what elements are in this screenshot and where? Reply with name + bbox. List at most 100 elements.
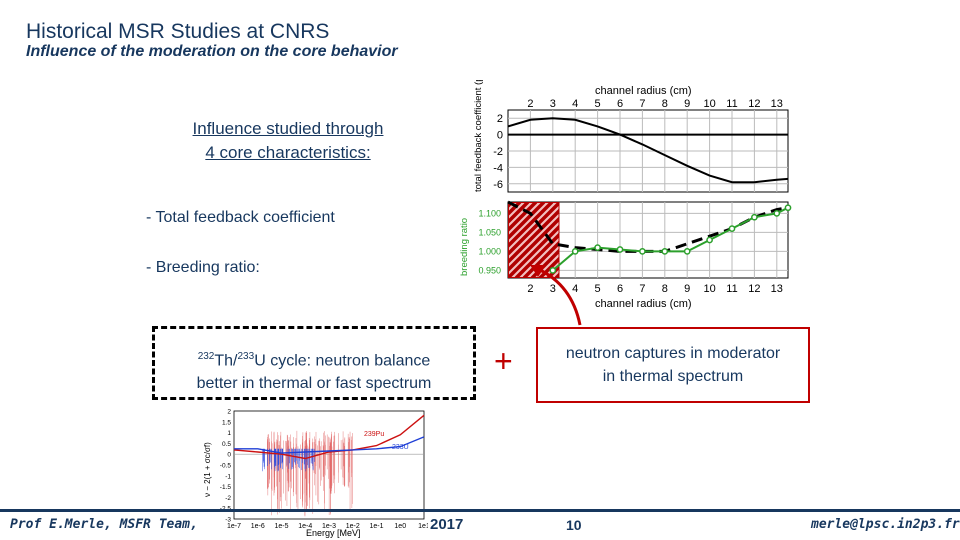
breeding-point xyxy=(571,248,579,255)
cross-section-y-tick: -0.5 xyxy=(220,463,232,470)
bottom-x-axis-label: channel radius (cm) xyxy=(595,298,692,310)
thorium-cycle-line-2: better in thermal or fast spectrum xyxy=(196,375,432,393)
moderator-line-2: in thermal spectrum xyxy=(602,368,744,385)
feedback-y-tick: 2 xyxy=(497,113,503,125)
feedback-y-tick: -4 xyxy=(493,162,503,174)
feedback-grid xyxy=(507,109,789,193)
cross-section-y-tick: 1.5 xyxy=(222,419,231,426)
bottom-x-tick: 13 xyxy=(771,283,783,295)
top-x-tick: 11 xyxy=(726,98,737,110)
hatch-stroke xyxy=(508,202,560,257)
footer-author: Prof E.Merle, MSFR Team, xyxy=(10,517,198,532)
bottom-x-tick: 9 xyxy=(684,283,690,295)
cross-section-y-tick: 0.5 xyxy=(222,441,231,448)
top-x-tick: 3 xyxy=(550,98,556,110)
breeding-point xyxy=(661,248,669,255)
top-x-tick: 13 xyxy=(771,98,783,110)
intro-line-1: Influence studied through xyxy=(192,119,384,138)
breeding-point xyxy=(683,248,691,255)
feedback-y-ticks: 2 0 -2 -4 -6 xyxy=(493,113,503,191)
bottom-x-tick: 10 xyxy=(703,283,715,295)
u233-series-line xyxy=(234,436,425,454)
breeding-point xyxy=(594,244,601,251)
breeding-point xyxy=(751,213,758,221)
cross-section-y-tick: -2 xyxy=(225,495,231,502)
feedback-y-tick: -6 xyxy=(493,179,503,191)
u233-label: 233U xyxy=(392,444,409,451)
bullet-breeding: - Breeding ratio: xyxy=(146,259,260,276)
cross-section-x-axis-label: Energy [MeV] xyxy=(306,528,361,538)
breeding-point xyxy=(706,236,713,244)
cross-section-x-tick: 1e-2 xyxy=(346,523,360,530)
top-x-tick: 6 xyxy=(617,98,623,110)
arrow-head xyxy=(530,265,546,277)
cross-section-y-tick: -1 xyxy=(225,473,231,480)
channel-radius-charts: channel radius (cm) 2 3 4 5 6 7 8 9 10 11 12 13 2 0 -… xyxy=(459,80,792,310)
th-symbol: Th/ xyxy=(214,352,238,370)
page-number: 10 xyxy=(566,517,582,533)
feedback-series-line xyxy=(507,117,789,184)
moderator-capture-box: neutron captures in moderator in thermal… xyxy=(536,327,810,403)
breeding-point xyxy=(616,246,624,253)
footer-email: merle@lpsc.in2p3.fr xyxy=(811,517,960,532)
bottom-x-tick: 8 xyxy=(662,283,668,295)
bottom-x-tick: 12 xyxy=(748,283,760,295)
moderator-line-1: neutron captures in moderator xyxy=(565,345,781,362)
pu239-series-line xyxy=(233,414,425,460)
breeding-y-axis-label: breeding ratio xyxy=(459,218,470,276)
cross-section-y-tick: 1 xyxy=(227,430,231,437)
hatch-stroke xyxy=(508,202,530,225)
bottom-x-tick: 2 xyxy=(527,283,533,295)
cross-section-y-axis-label: ν − 2(1 + σc/σf) xyxy=(203,442,212,497)
breeding-y-tick: 1.050 xyxy=(478,227,501,237)
bullet-feedback: - Total feedback coefficient xyxy=(146,209,335,226)
u-symbol: U cycle: neutron balance xyxy=(254,352,431,370)
intro-line-2: 4 core characteristics: xyxy=(205,143,371,162)
hatch-stroke xyxy=(508,202,538,233)
top-x-tick: 10 xyxy=(703,98,715,110)
breeding-point xyxy=(549,267,557,274)
top-x-ticks: 2 3 4 5 6 7 8 9 10 11 12 13 xyxy=(527,98,783,110)
thorium-cycle-box: 232Th/233U cycle: neutron balance better… xyxy=(152,326,476,400)
th-mass-number: 232 xyxy=(197,351,215,362)
breeding-thermal-points xyxy=(549,204,792,274)
bottom-x-tick: 7 xyxy=(639,283,645,295)
breeding-thermal-series-line xyxy=(552,206,789,272)
feedback-y-tick: 0 xyxy=(497,130,503,142)
slide-subtitle: Influence of the moderation on the core … xyxy=(26,43,398,60)
top-x-axis-title: channel radius (cm) xyxy=(595,85,692,97)
cross-section-y-tick: 2 xyxy=(227,409,231,416)
cross-section-chart: 21.510.50-0.5-1-1.5-2-2.5-3 ν − 2(1 + σc… xyxy=(196,405,428,538)
cross-section-x-tick: 1e0 xyxy=(394,523,406,530)
bottom-x-tick: 4 xyxy=(572,283,578,295)
bottom-x-tick: 11 xyxy=(726,283,737,295)
top-x-tick: 5 xyxy=(595,98,601,110)
hatch-stroke xyxy=(508,224,560,278)
arrow-annotation xyxy=(530,265,582,326)
plus-sign: + xyxy=(494,343,513,379)
bottom-x-tick: 3 xyxy=(550,283,556,295)
hatch-stroke xyxy=(508,202,554,249)
cross-section-x-tick: 1e-4 xyxy=(298,523,312,530)
top-x-tick: 4 xyxy=(572,98,578,110)
hatch-stroke xyxy=(508,216,560,273)
footer-rule xyxy=(0,509,960,512)
cross-section-x-tick: 1e-3 xyxy=(322,523,336,530)
top-x-tick: 9 xyxy=(684,98,690,110)
feedback-y-axis-label: total feedback coefficient (pcm/°C) xyxy=(473,80,484,192)
top-x-tick: 7 xyxy=(639,98,645,110)
thorium-cycle-line-1: 232Th/233U cycle: neutron balance xyxy=(155,345,473,372)
pu239-label: 239Pu xyxy=(364,431,384,438)
bottom-x-tick: 5 xyxy=(595,283,601,295)
breeding-point xyxy=(639,248,646,255)
intro-text: Influence studied through 4 core charact… xyxy=(168,117,408,165)
breeding-point xyxy=(784,204,792,212)
breeding-y-ticks: 1.100 1.050 1.000 0.950 xyxy=(478,208,501,275)
slide-title: Historical MSR Studies at CNRS xyxy=(26,20,330,43)
hatch-stroke xyxy=(508,208,560,265)
cross-section-x-tick: 1e-7 xyxy=(227,523,241,530)
cross-section-y-tick: -1.5 xyxy=(220,484,232,491)
breeding-point xyxy=(773,210,781,217)
cross-section-x-ticks: 1e-7 1e-6 1e-5 1e-4 1e-3 1e-2 1e-1 1e0 1e1 xyxy=(227,523,428,530)
feedback-y-tick: -2 xyxy=(493,146,503,158)
